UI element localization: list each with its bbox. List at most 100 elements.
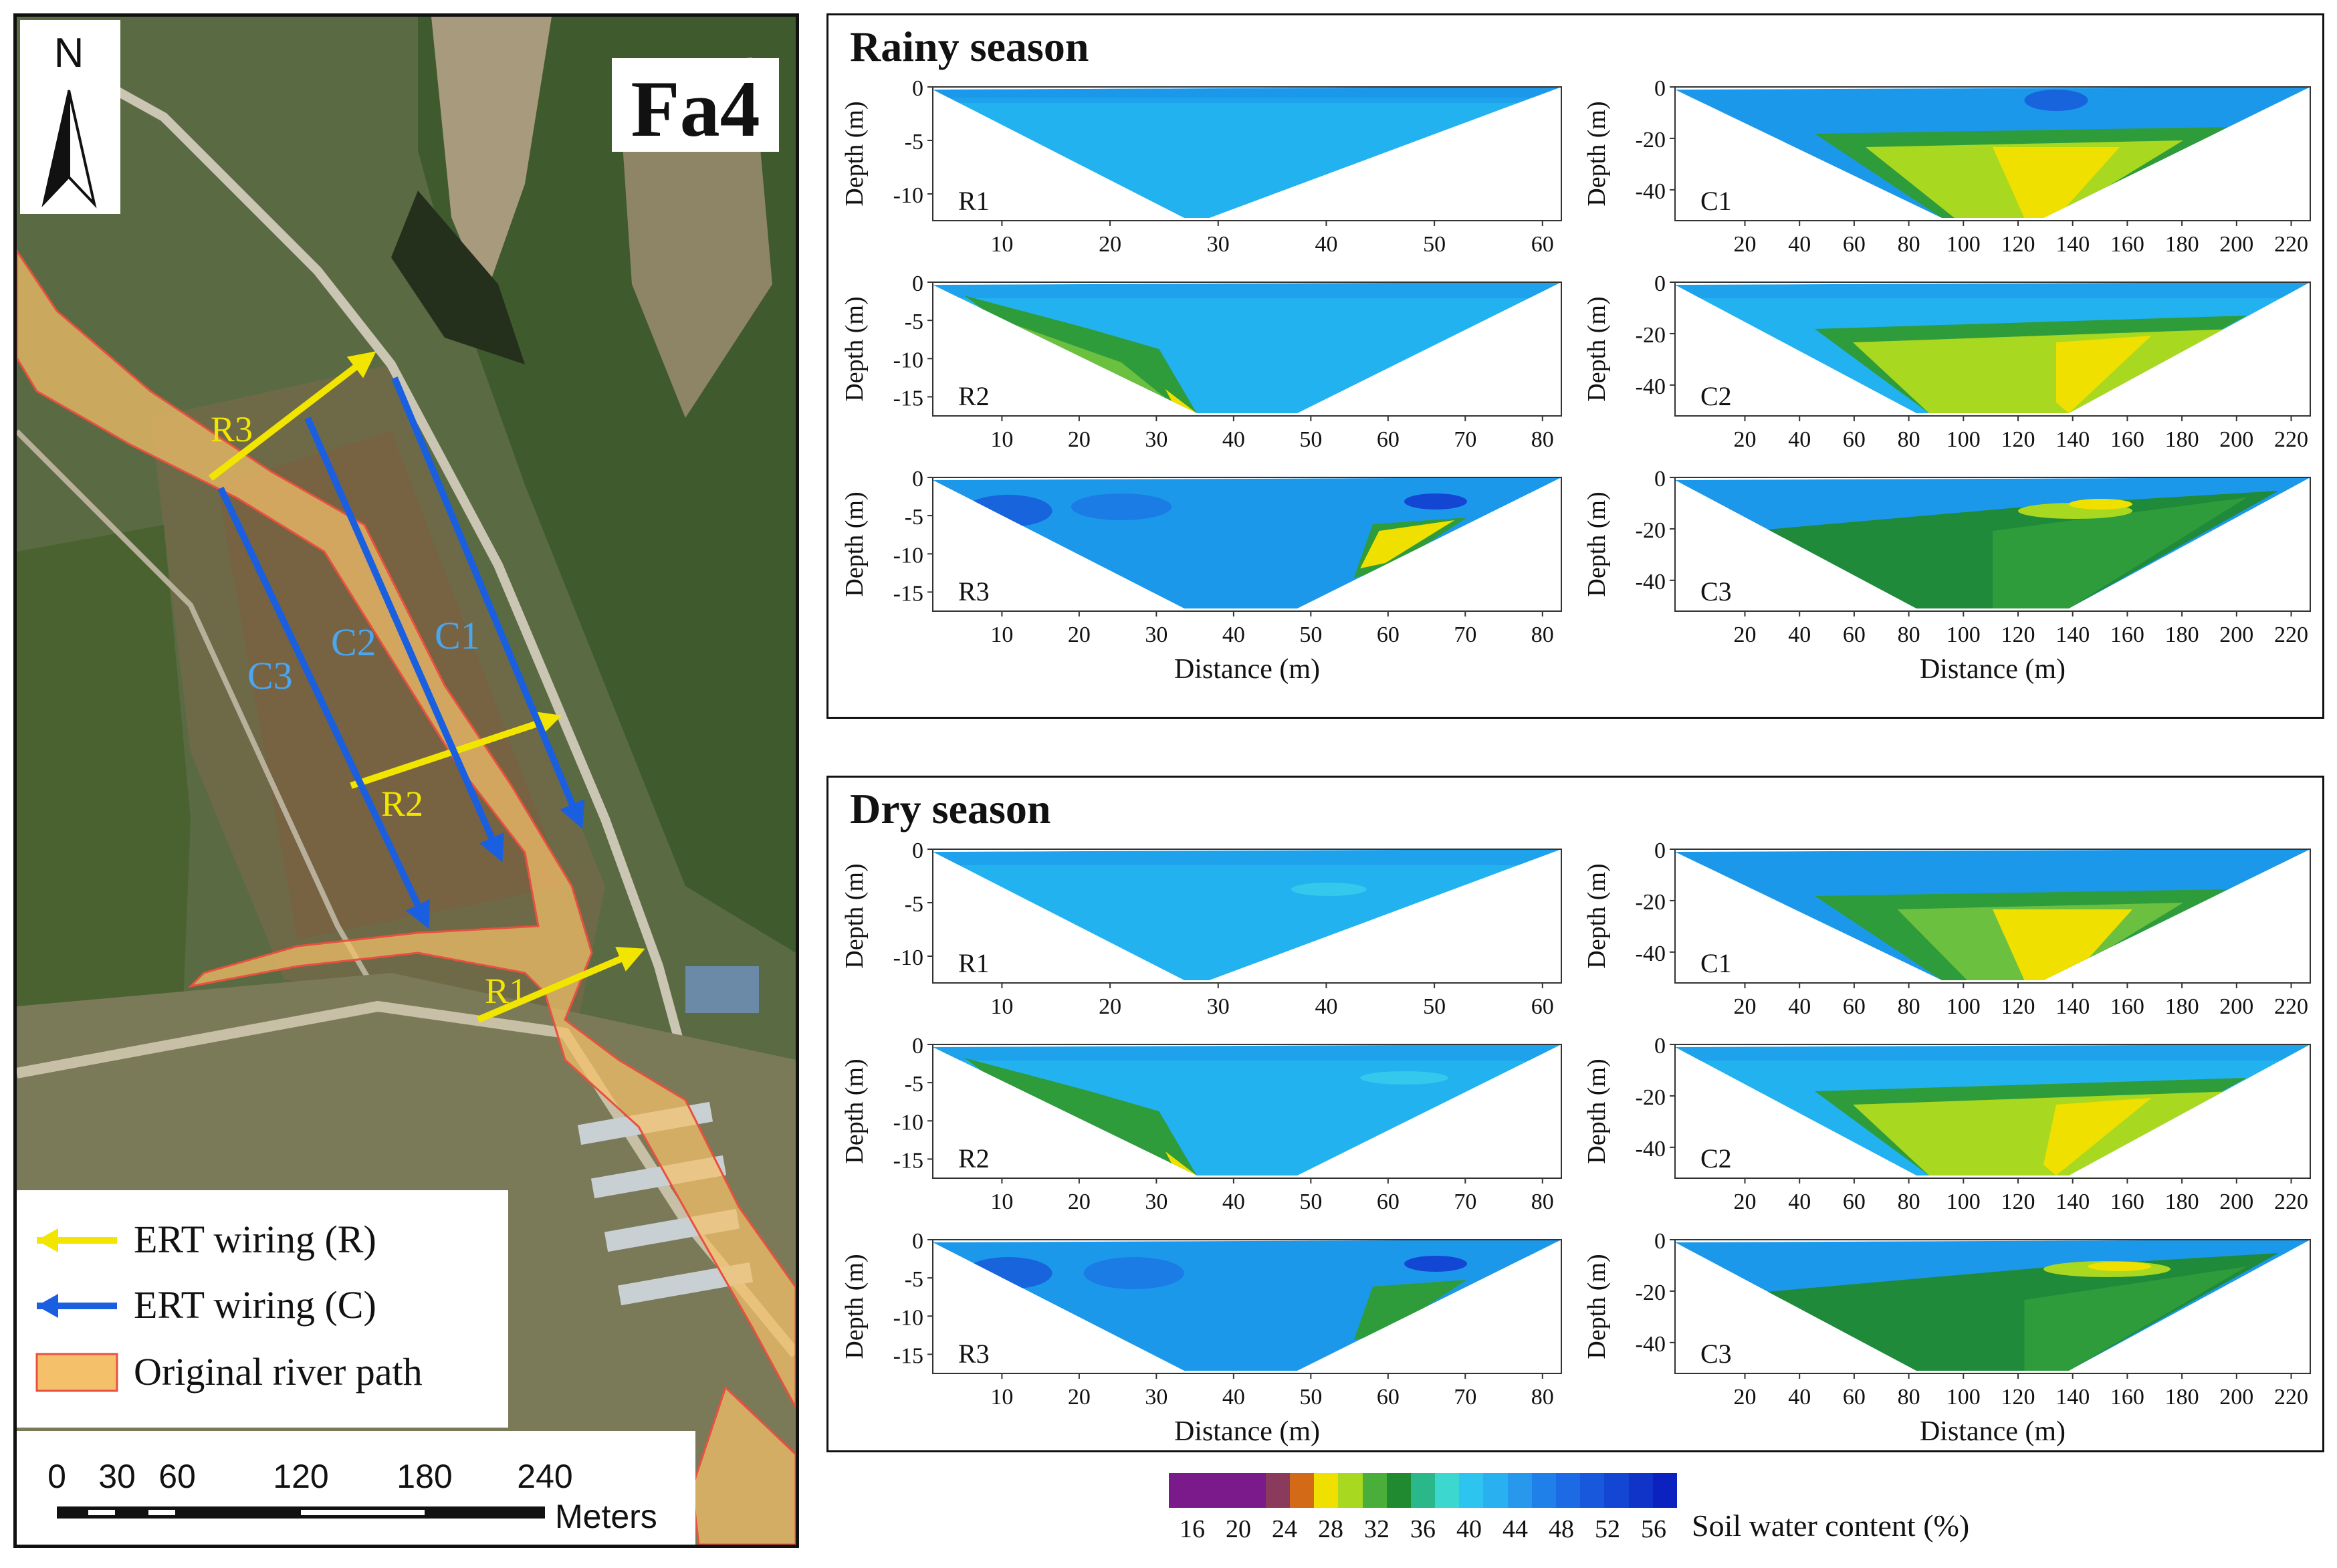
x-tick-label: 180 bbox=[2165, 623, 2199, 647]
x-tick-label: 200 bbox=[2219, 232, 2253, 257]
x-axis-label: Distance (m) bbox=[1920, 1416, 2066, 1447]
moisture-zone bbox=[1404, 1256, 1467, 1272]
scale-tick-0: 0 bbox=[47, 1458, 66, 1495]
colorbar-cell bbox=[1531, 1473, 1557, 1508]
x-axis-label: Distance (m) bbox=[1174, 1416, 1320, 1447]
x-tick-label: 40 bbox=[1788, 1385, 1811, 1410]
x-tick-label: 20 bbox=[1734, 1190, 1757, 1214]
plot-frame bbox=[1674, 1239, 2311, 1374]
x-tick-label: 80 bbox=[1898, 994, 1920, 1019]
plot-frame bbox=[1674, 282, 2311, 417]
x-tick-label: 30 bbox=[1207, 994, 1230, 1019]
x-tick-label: 20 bbox=[1068, 623, 1091, 647]
profile-label: C1 bbox=[1700, 948, 1732, 978]
surface-band bbox=[1675, 849, 2310, 865]
x-tick-label: 140 bbox=[2055, 1385, 2090, 1410]
colorbar-cell bbox=[1435, 1473, 1460, 1508]
x-tick-label: 180 bbox=[2165, 994, 2199, 1019]
x-tick-label: 200 bbox=[2219, 1190, 2253, 1214]
y-tick-label: 0 bbox=[1654, 838, 1666, 863]
x-tick-label: 120 bbox=[2001, 232, 2035, 257]
profile-rainy-r1: R1 0 -5 -10 10 20 30 40 50 60 Depth (m) bbox=[832, 76, 1588, 294]
scale-tick-240: 240 bbox=[517, 1458, 572, 1495]
original-river-path bbox=[17, 249, 796, 1408]
x-tick-label: 10 bbox=[990, 623, 1013, 647]
x-tick-label: 20 bbox=[1068, 427, 1091, 452]
x-tick-label: 120 bbox=[2001, 1190, 2035, 1214]
y-axis-label: Depth (m) bbox=[1583, 101, 1611, 206]
x-tick-label: 60 bbox=[1377, 1385, 1400, 1410]
x-tick-label: 40 bbox=[1222, 623, 1245, 647]
x-tick-label: 40 bbox=[1788, 232, 1811, 257]
plot-frame bbox=[932, 86, 1562, 221]
y-tick-label: 0 bbox=[1654, 1034, 1666, 1058]
x-tick-label: 220 bbox=[2274, 427, 2308, 452]
y-tick-label: -40 bbox=[1636, 1332, 1666, 1357]
x-tick-label: 50 bbox=[1299, 1190, 1322, 1214]
x-tick-label: 160 bbox=[2110, 994, 2144, 1019]
profile-dry-r1: R1 0 -5 -10 10 20 30 40 50 60 Depth (m) bbox=[832, 838, 1588, 1056]
x-tick-label: 80 bbox=[1531, 623, 1554, 647]
surface-band bbox=[933, 282, 1561, 298]
colorbar-cell bbox=[1652, 1473, 1678, 1508]
x-tick-label: 180 bbox=[2165, 232, 2199, 257]
profile-label: R2 bbox=[958, 1143, 990, 1173]
ert-line-c2 bbox=[304, 416, 504, 863]
river-lower-branch bbox=[691, 1385, 796, 1545]
surface-band bbox=[1675, 87, 2310, 103]
y-tick-label: -5 bbox=[905, 1072, 923, 1097]
site-map: R3 R2 R1 C1 C2 C3 N Fa4 ERT wiring (R) E… bbox=[13, 13, 799, 1548]
moisture-zone bbox=[1993, 497, 2247, 608]
x-tick-label: 120 bbox=[2001, 994, 2035, 1019]
scale-unit: Meters bbox=[555, 1498, 657, 1535]
moisture-zone bbox=[1993, 147, 2120, 218]
surface-band bbox=[1675, 282, 2310, 298]
profile-plot: C1 0 -20 -40 20 40 60 80 100 120 140 160 180 200 220 De… bbox=[1583, 76, 2311, 257]
colorbar-cell bbox=[1628, 1473, 1654, 1508]
resistivity-fill bbox=[933, 1044, 1561, 1175]
x-tick-label: 40 bbox=[1222, 427, 1245, 452]
colorbar-cell bbox=[1314, 1473, 1339, 1508]
surface-band bbox=[933, 849, 1561, 865]
profile-label: C2 bbox=[1700, 1143, 1732, 1173]
line-label-r1: R1 bbox=[485, 971, 527, 1011]
y-tick-label: -15 bbox=[893, 581, 923, 606]
x-tick-label: 60 bbox=[1377, 623, 1400, 647]
y-axis-label: Depth (m) bbox=[841, 101, 869, 206]
x-tick-label: 140 bbox=[2055, 1190, 2090, 1214]
y-axis-label: Depth (m) bbox=[841, 1058, 869, 1163]
plot-frame bbox=[932, 477, 1562, 612]
x-tick-label: 160 bbox=[2110, 232, 2144, 257]
line-label-c2: C2 bbox=[331, 621, 376, 664]
scale-tick-180: 180 bbox=[397, 1458, 452, 1495]
profile-plot: C3 0 -20 -40 20 40 60 80 100 120 140 160 180 200 220 De… bbox=[1583, 467, 2311, 685]
x-tick-label: 40 bbox=[1315, 994, 1337, 1019]
x-tick-label: 30 bbox=[1145, 1385, 1167, 1410]
colorbar-label: Soil water content (%) bbox=[1692, 1508, 1970, 1543]
profile-plot: R1 0 -5 -10 10 20 30 40 50 60 Depth (m) bbox=[841, 76, 1562, 257]
profile-label: R3 bbox=[958, 576, 990, 606]
x-tick-label: 10 bbox=[990, 1190, 1013, 1214]
moisture-zone bbox=[1291, 883, 1367, 896]
site-label-box bbox=[612, 58, 779, 152]
y-tick-label: 0 bbox=[912, 838, 923, 863]
profile-plot: R3 0 -5 -10 -15 10 20 30 40 50 60 70 80 Depth (m) Dist… bbox=[841, 1229, 1562, 1447]
profile-label: C3 bbox=[1700, 1339, 1732, 1369]
x-tick-label: 70 bbox=[1454, 623, 1476, 647]
x-tick-label: 20 bbox=[1099, 232, 1121, 257]
y-tick-label: -5 bbox=[905, 130, 923, 154]
y-tick-label: 0 bbox=[912, 271, 923, 296]
moisture-zone bbox=[1360, 1071, 1448, 1085]
colorbar-cell bbox=[1410, 1473, 1436, 1508]
x-tick-label: 40 bbox=[1788, 994, 1811, 1019]
colorbar-tick-label: 52 bbox=[1595, 1515, 1620, 1543]
x-tick-label: 50 bbox=[1299, 427, 1322, 452]
colorbar-cell bbox=[1265, 1473, 1291, 1508]
colorbar-tick-label: 44 bbox=[1503, 1515, 1528, 1543]
x-tick-label: 140 bbox=[2055, 994, 2090, 1019]
profile-dry-c1: C1 0 -20 -40 20 40 60 80 100 120 140 160 180 200 220 De… bbox=[1575, 838, 2337, 1056]
moisture-zone bbox=[2056, 336, 2152, 413]
profile-label: C2 bbox=[1700, 381, 1732, 411]
y-tick-label: -10 bbox=[893, 945, 923, 970]
colorbar-tick-label: 32 bbox=[1364, 1515, 1389, 1543]
